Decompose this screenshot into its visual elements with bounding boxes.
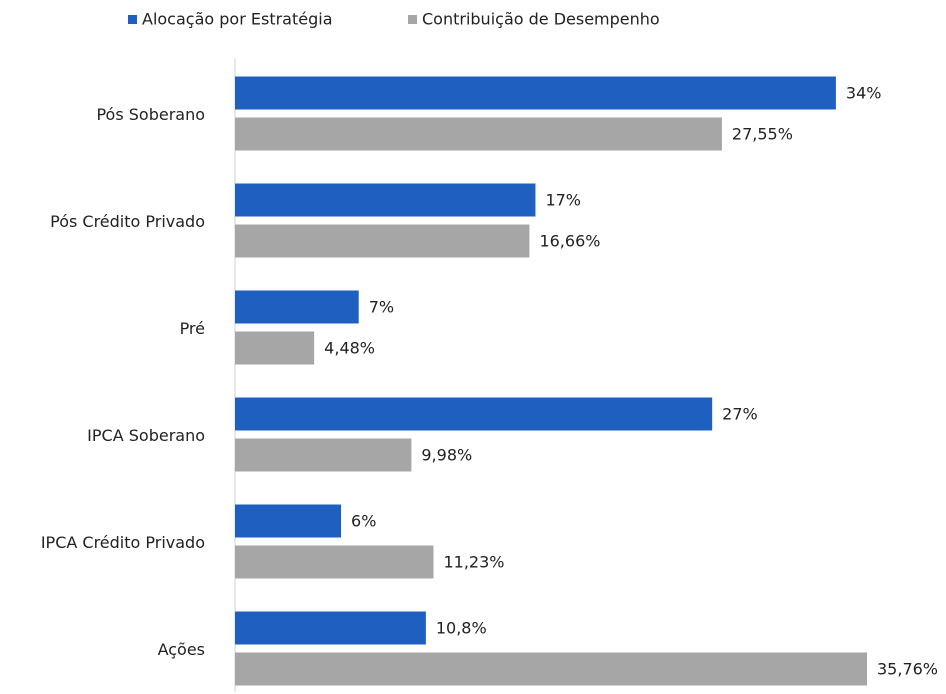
value-label: 27% — [722, 405, 758, 424]
category-label: Ações — [158, 640, 205, 659]
bar — [235, 331, 315, 365]
category-label: IPCA Crédito Privado — [41, 533, 205, 552]
category-label: Pré — [180, 319, 205, 338]
bar — [235, 183, 536, 217]
value-label: 17% — [545, 191, 581, 210]
bar — [235, 397, 713, 431]
bar — [235, 76, 836, 110]
bar — [235, 438, 412, 472]
value-label: 10,8% — [436, 619, 487, 638]
value-label: 16,66% — [539, 232, 600, 251]
value-label: 9,98% — [421, 446, 472, 465]
category-label: Pós Soberano — [96, 105, 205, 124]
value-label: 7% — [369, 298, 394, 317]
bar — [235, 290, 359, 324]
legend-swatch — [408, 15, 417, 24]
category-label: Pós Crédito Privado — [50, 212, 205, 231]
bar — [235, 224, 530, 258]
legend-label: Alocação por Estratégia — [142, 10, 333, 29]
value-label: 6% — [351, 512, 376, 531]
value-label: 35,76% — [877, 660, 938, 679]
legend-swatch — [128, 15, 137, 24]
bar — [235, 652, 867, 686]
bar — [235, 545, 434, 579]
value-label: 34% — [846, 84, 882, 103]
bar — [235, 611, 426, 645]
value-label: 27,55% — [732, 125, 793, 144]
value-label: 4,48% — [324, 339, 375, 358]
value-label: 11,23% — [443, 553, 504, 572]
legend-label: Contribuição de Desempenho — [422, 10, 660, 29]
bar — [235, 117, 722, 151]
category-label: IPCA Soberano — [87, 426, 205, 445]
bar — [235, 504, 342, 538]
